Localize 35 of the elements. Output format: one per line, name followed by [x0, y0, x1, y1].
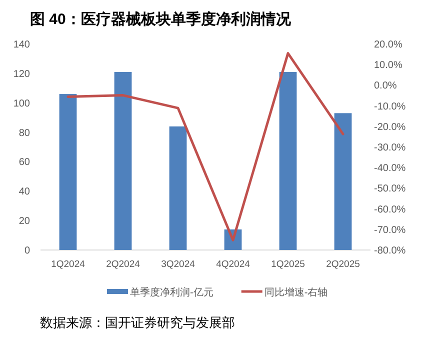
x-tick-label: 1Q2024	[51, 259, 85, 270]
bar	[114, 72, 132, 250]
y2-tick-label: -60.0%	[374, 204, 406, 216]
x-tick-label: 1Q2025	[271, 259, 305, 270]
y2-tick-label: -10.0%	[374, 101, 406, 112]
y-tick-label: 120	[13, 68, 30, 80]
y2-tick-label: -70.0%	[374, 224, 406, 236]
y-tick-label: 60	[18, 157, 30, 168]
x-tick-label: 2Q2025	[326, 259, 360, 270]
y2-tick-label: 10.0%	[374, 60, 402, 72]
y-tick-label: 40	[18, 186, 30, 198]
y-tick-label: 80	[18, 128, 30, 139]
legend-label: 同比增速-右轴	[264, 286, 328, 298]
y2-tick-label: 20.0%	[374, 40, 402, 50]
source-note: 数据来源：国开证券研究与发展部	[40, 315, 235, 330]
y-tick-label: 0	[24, 246, 30, 256]
bar	[59, 94, 77, 250]
bar	[169, 126, 187, 250]
y2-tick-label: -20.0%	[374, 122, 406, 133]
y2-tick-label: -30.0%	[374, 142, 406, 154]
y-tick-label: 100	[13, 98, 30, 110]
x-tick-label: 2Q2024	[106, 259, 140, 270]
legend-label: 单季度净利润-亿元	[130, 286, 214, 298]
line-series	[66, 52, 344, 242]
y-tick-label: 20	[18, 216, 30, 228]
x-tick-label: 3Q2024	[161, 259, 195, 270]
y-tick-label: 140	[13, 40, 30, 50]
bar	[334, 113, 352, 250]
y2-tick-label: -80.0%	[374, 246, 406, 256]
x-tick-label: 4Q2024	[216, 259, 250, 270]
chart-title: 图 40：医疗器械板块单季度净利润情况	[30, 10, 292, 28]
bar	[279, 72, 297, 250]
y2-tick-label: -40.0%	[374, 163, 406, 174]
y2-tick-label: -50.0%	[374, 184, 406, 195]
y2-tick-label: 0.0%	[374, 80, 397, 92]
